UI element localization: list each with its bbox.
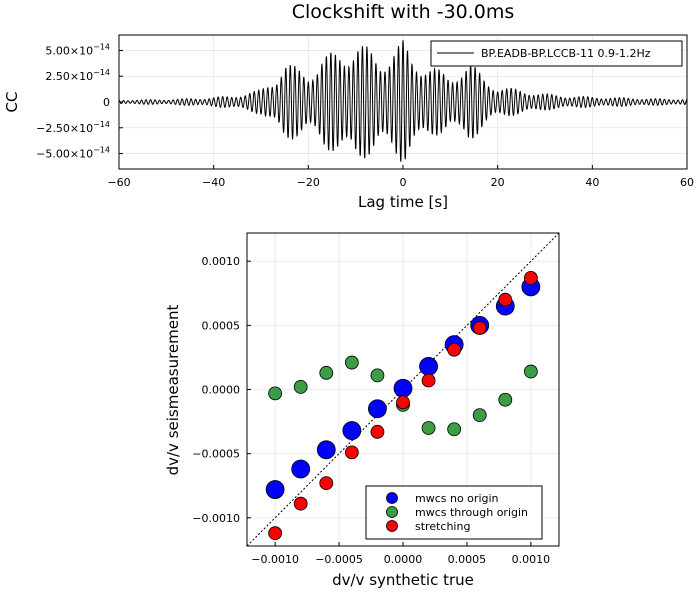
data-point <box>291 459 311 479</box>
data-point <box>342 421 362 440</box>
y-tick-label: −0.0005 <box>192 448 240 461</box>
x-tick-label: 60 <box>680 176 694 189</box>
y-tick-label: −2.50×10−14 <box>36 120 110 135</box>
legend-label: mwcs through origin <box>415 506 528 519</box>
legend-label: mwcs no origin <box>415 492 499 505</box>
x-axis-label: Lag time [s] <box>358 193 448 211</box>
x-tick-label: −60 <box>107 176 130 189</box>
data-point <box>447 422 462 437</box>
data-point <box>421 373 436 388</box>
scatter-x-ticks: −0.0010 −0.0005 0.0000 0.0005 0.0010 <box>251 542 550 566</box>
x-tick-label: −20 <box>297 176 320 189</box>
x-axis-label: dv/v synthetic true <box>332 571 474 589</box>
scatter-points <box>265 270 541 541</box>
data-point <box>472 321 487 335</box>
waveform-legend: BP.EADB-BP.LCCB-11 0.9-1.2Hz <box>430 40 683 67</box>
series-mwcs-through-origin <box>268 355 538 437</box>
data-point <box>370 424 385 439</box>
data-point <box>268 386 283 401</box>
x-tick-label: 0.0010 <box>512 553 551 566</box>
x-tick-label: 0 <box>400 176 407 189</box>
legend-label: BP.EADB-BP.LCCB-11 0.9-1.2Hz <box>481 47 651 60</box>
data-point <box>344 445 359 460</box>
data-point <box>319 476 334 491</box>
waveform-chart: Clockshift with -30.0ms −60 −40 −20 0 20 40 60… <box>3 1 694 211</box>
y-axis-label: dv/v seismeasurement <box>164 305 182 476</box>
legend-marker <box>386 520 398 532</box>
data-point <box>498 392 513 407</box>
y-tick-label: 0.0010 <box>202 255 241 268</box>
data-point <box>396 395 410 410</box>
data-point <box>498 292 513 307</box>
data-point <box>419 357 438 376</box>
y-tick-label: 0 <box>103 96 110 109</box>
y-tick-label: 0.0005 <box>202 319 241 332</box>
y-tick-label: 2.50×10−14 <box>45 68 110 83</box>
data-point <box>319 365 334 380</box>
data-point <box>447 342 462 357</box>
data-point <box>393 378 413 398</box>
waveform-line <box>118 40 688 162</box>
data-point <box>472 408 487 423</box>
data-point <box>268 526 283 541</box>
y-tick-label: −0.0010 <box>192 512 240 525</box>
data-point <box>293 496 308 511</box>
data-point <box>316 440 336 460</box>
x-tick-label: −0.0005 <box>315 553 363 566</box>
y-tick-label: −5.00×10−14 <box>36 146 110 161</box>
scatter-y-ticks: 0.0010 0.0005 0.0000 −0.0005 −0.0010 <box>192 255 251 525</box>
waveform-y-ticks: 5.00×10−14 2.50×10−14 0 −2.50×10−14 −5.00×10… <box>36 42 123 161</box>
x-tick-label: 20 <box>491 176 505 189</box>
data-point <box>370 368 385 383</box>
legend-marker <box>386 492 398 504</box>
y-tick-label: 0.0000 <box>202 384 241 397</box>
legend-marker <box>386 506 398 518</box>
y-axis-label: CC <box>3 92 21 113</box>
data-point <box>523 364 538 379</box>
data-point <box>421 421 436 435</box>
data-point <box>293 380 308 394</box>
x-tick-label: 0.0005 <box>448 553 487 566</box>
legend-label: stretching <box>415 520 470 533</box>
scatter-chart: −0.0010 −0.0005 0.0000 0.0005 0.0010 0.00100… <box>164 232 560 589</box>
y-tick-label: 5.00×10−14 <box>45 42 110 57</box>
x-tick-label: 40 <box>585 176 599 189</box>
x-tick-label: −0.0010 <box>251 553 299 566</box>
x-tick-label: −40 <box>202 176 225 189</box>
data-point <box>368 399 387 419</box>
chart-title: Clockshift with -30.0ms <box>292 1 515 23</box>
waveform-x-ticks: −60 −40 −20 0 20 40 60 <box>107 165 694 189</box>
series-stretching <box>268 270 538 541</box>
data-point <box>344 355 359 370</box>
data-point <box>265 480 285 499</box>
x-tick-label: 0.0000 <box>384 553 423 566</box>
data-point <box>523 270 538 285</box>
